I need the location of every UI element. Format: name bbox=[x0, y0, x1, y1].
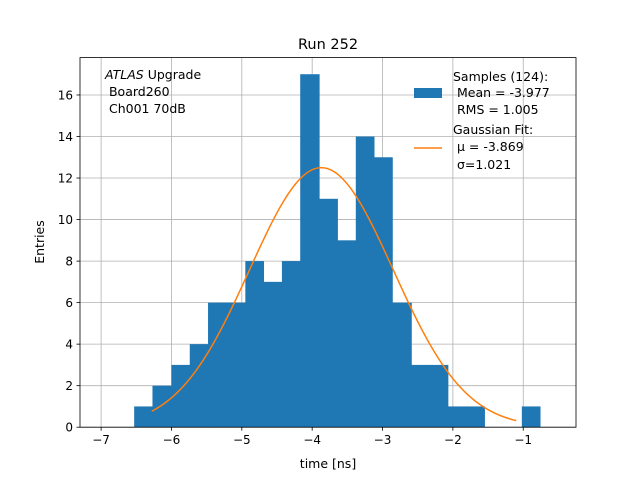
histogram-bar bbox=[355, 136, 375, 428]
y-axis-ticks: 0 2 4 6 8 10 12 14 16 bbox=[58, 88, 80, 435]
histogram-bar bbox=[208, 302, 227, 428]
y-tick-label: 6 bbox=[65, 296, 73, 310]
annotation-text: ATLAS Upgrade Board260 Ch001 70dB bbox=[104, 67, 201, 116]
histogram-bar bbox=[134, 406, 153, 428]
y-tick-label: 14 bbox=[58, 130, 73, 144]
legend-fit-line-3: σ=1.021 bbox=[453, 157, 511, 172]
legend-histogram-line-3: RMS = 1.005 bbox=[453, 102, 539, 117]
atlas-label: ATLAS bbox=[104, 67, 144, 82]
histogram-bar bbox=[429, 364, 449, 428]
y-tick-label: 12 bbox=[58, 172, 73, 186]
legend: Samples (124): Mean = -3.977 RMS = 1.005… bbox=[414, 69, 550, 172]
histogram-bar bbox=[447, 406, 467, 428]
x-axis-ticks: −7 −6 −5 −4 −3 −2 −1 bbox=[92, 427, 532, 447]
histogram-bar bbox=[392, 302, 412, 428]
annotation-line-1: ATLAS Upgrade bbox=[104, 67, 201, 82]
y-tick-label: 16 bbox=[58, 88, 73, 102]
x-tick-label: −4 bbox=[303, 433, 321, 447]
histogram-bar bbox=[171, 364, 191, 428]
y-tick-label: 4 bbox=[65, 338, 73, 352]
plot-frame bbox=[79, 57, 577, 428]
histogram-bar bbox=[281, 261, 301, 428]
histogram-bar bbox=[245, 261, 265, 428]
x-tick-label: −6 bbox=[163, 433, 181, 447]
histogram-bar bbox=[300, 74, 320, 428]
legend-fit-line-1: Gaussian Fit: bbox=[453, 122, 533, 137]
legend-histogram-swatch bbox=[414, 88, 442, 98]
histogram-bar bbox=[466, 406, 485, 428]
histogram-bar bbox=[152, 385, 172, 428]
histogram-bar bbox=[263, 281, 283, 428]
histogram-bar bbox=[319, 198, 338, 428]
x-tick-label: −2 bbox=[444, 433, 462, 447]
y-axis-label: Entries bbox=[32, 220, 47, 264]
annotation-line-3: Ch001 70dB bbox=[105, 101, 186, 116]
y-tick-label: 2 bbox=[65, 379, 73, 393]
y-tick-label: 10 bbox=[58, 213, 73, 227]
upgrade-label: Upgrade bbox=[144, 67, 202, 82]
histogram-bar bbox=[337, 240, 357, 428]
x-tick-label: −7 bbox=[92, 433, 110, 447]
histogram-bar bbox=[521, 406, 541, 428]
legend-fit-line-2: μ = -3.869 bbox=[453, 139, 524, 154]
histogram-bar bbox=[411, 364, 431, 428]
x-tick-label: −1 bbox=[514, 433, 532, 447]
gaussian-fit-curve bbox=[151, 166, 517, 422]
histogram-bars bbox=[134, 74, 541, 428]
annotation-line-2: Board260 bbox=[105, 84, 170, 99]
chart-title: Run 252 bbox=[298, 37, 358, 53]
x-tick-label: −5 bbox=[233, 433, 251, 447]
x-tick-label: −3 bbox=[374, 433, 392, 447]
histogram-bar bbox=[189, 344, 209, 428]
x-axis-label: time [ns] bbox=[300, 456, 356, 471]
legend-histogram-line-1: Samples (124): bbox=[453, 69, 548, 84]
histogram-bar bbox=[374, 157, 393, 428]
y-tick-label: 8 bbox=[65, 255, 73, 269]
legend-histogram-line-2: Mean = -3.977 bbox=[453, 85, 550, 100]
y-tick-label: 0 bbox=[65, 421, 73, 435]
histogram-bar bbox=[226, 302, 246, 428]
